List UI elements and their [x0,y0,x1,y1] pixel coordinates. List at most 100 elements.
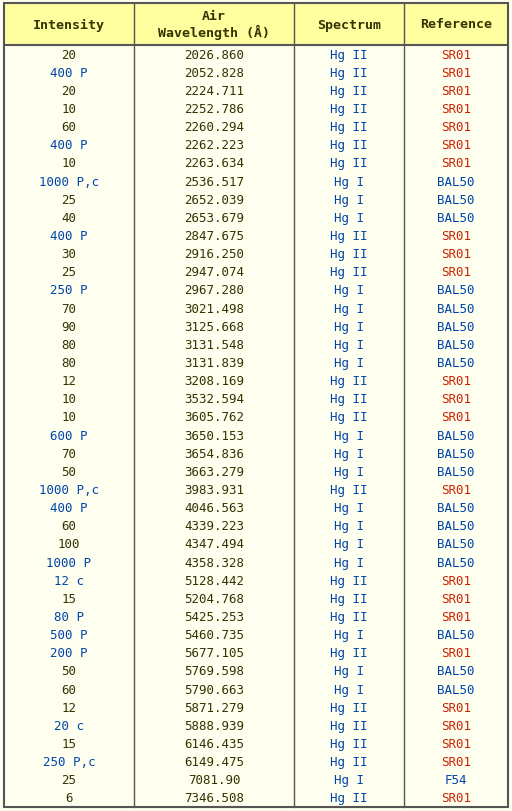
Text: 60: 60 [61,121,76,134]
Text: 25: 25 [61,266,76,279]
Text: 250 P,c: 250 P,c [42,755,95,768]
Text: 90: 90 [61,320,76,333]
Text: 2536.517: 2536.517 [184,175,244,188]
Text: Hg II: Hg II [330,755,368,768]
Text: 4339.223: 4339.223 [184,520,244,533]
Text: 2052.828: 2052.828 [184,67,244,79]
Text: Hg II: Hg II [330,646,368,659]
Text: 4358.328: 4358.328 [184,556,244,569]
Text: Hg I: Hg I [334,520,364,533]
Text: Hg II: Hg II [330,792,368,805]
Text: 3131.548: 3131.548 [184,338,244,351]
Text: 3650.153: 3650.153 [184,429,244,442]
Text: 5769.598: 5769.598 [184,664,244,678]
Text: Hg I: Hg I [334,303,364,315]
Text: SR01: SR01 [441,483,471,496]
Text: Hg II: Hg II [330,610,368,623]
Text: 1000 P,c: 1000 P,c [39,175,99,188]
Text: 10: 10 [61,103,76,116]
Text: 20 c: 20 c [54,719,84,732]
Text: SR01: SR01 [441,266,471,279]
Text: BAL50: BAL50 [437,429,475,442]
Text: Hg II: Hg II [330,375,368,388]
Text: 3208.169: 3208.169 [184,375,244,388]
Text: Hg II: Hg II [330,701,368,714]
Text: 50: 50 [61,664,76,678]
Text: BAL50: BAL50 [437,520,475,533]
Text: 80: 80 [61,338,76,351]
Bar [4,4,508,46]
Text: 15: 15 [61,592,76,605]
Text: Hg II: Hg II [330,85,368,98]
Text: SR01: SR01 [441,719,471,732]
Text: BAL50: BAL50 [437,466,475,478]
Text: BAL50: BAL50 [437,303,475,315]
Text: 2947.074: 2947.074 [184,266,244,279]
Text: Hg II: Hg II [330,393,368,406]
Text: SR01: SR01 [441,411,471,424]
Text: 400 P: 400 P [50,230,88,242]
Text: BAL50: BAL50 [437,683,475,696]
Text: 6149.475: 6149.475 [184,755,244,768]
Text: Hg II: Hg II [330,483,368,496]
Text: Hg II: Hg II [330,737,368,750]
Text: 12: 12 [61,375,76,388]
Text: Hg II: Hg II [330,592,368,605]
Text: BAL50: BAL50 [437,501,475,514]
Text: 5128.442: 5128.442 [184,574,244,587]
Text: 2260.294: 2260.294 [184,121,244,134]
Text: 2252.786: 2252.786 [184,103,244,116]
Text: SR01: SR01 [441,574,471,587]
Text: 40: 40 [61,212,76,225]
Text: Hg I: Hg I [334,212,364,225]
Text: 12 c: 12 c [54,574,84,587]
Text: 6146.435: 6146.435 [184,737,244,750]
Text: Spectrum: Spectrum [317,19,381,32]
Text: BAL50: BAL50 [437,538,475,551]
Text: 3605.762: 3605.762 [184,411,244,424]
Text: Hg II: Hg II [330,49,368,62]
Text: F54: F54 [445,774,467,787]
Text: SR01: SR01 [441,85,471,98]
Text: 60: 60 [61,683,76,696]
Text: Hg II: Hg II [330,719,368,732]
Text: 50: 50 [61,466,76,478]
Text: 5425.253: 5425.253 [184,610,244,623]
Text: Hg I: Hg I [334,338,364,351]
Text: 4046.563: 4046.563 [184,501,244,514]
Text: 2847.675: 2847.675 [184,230,244,242]
Text: 7346.508: 7346.508 [184,792,244,805]
Text: SR01: SR01 [441,375,471,388]
Text: 3131.839: 3131.839 [184,357,244,370]
Text: Reference: Reference [420,19,492,32]
Text: 5790.663: 5790.663 [184,683,244,696]
Text: SR01: SR01 [441,103,471,116]
Text: 600 P: 600 P [50,429,88,442]
Text: 25: 25 [61,194,76,207]
Text: 100: 100 [58,538,80,551]
Text: 10: 10 [61,393,76,406]
Text: Hg I: Hg I [334,629,364,642]
Text: 15: 15 [61,737,76,750]
Text: BAL50: BAL50 [437,629,475,642]
Text: Hg I: Hg I [334,556,364,569]
Text: 5888.939: 5888.939 [184,719,244,732]
Text: SR01: SR01 [441,248,471,261]
Text: SR01: SR01 [441,139,471,152]
Text: SR01: SR01 [441,49,471,62]
Text: 3021.498: 3021.498 [184,303,244,315]
Text: 20: 20 [61,85,76,98]
Text: 5460.735: 5460.735 [184,629,244,642]
Text: Air
Wavelength (Å): Air Wavelength (Å) [158,10,270,41]
Text: Hg I: Hg I [334,501,364,514]
Text: 2652.039: 2652.039 [184,194,244,207]
Text: 80: 80 [61,357,76,370]
Text: 2224.711: 2224.711 [184,85,244,98]
Text: 400 P: 400 P [50,501,88,514]
Text: 1000 P,c: 1000 P,c [39,483,99,496]
Text: 30: 30 [61,248,76,261]
Text: SR01: SR01 [441,792,471,805]
Text: 3125.668: 3125.668 [184,320,244,333]
Text: 1000 P: 1000 P [47,556,92,569]
Text: BAL50: BAL50 [437,664,475,678]
